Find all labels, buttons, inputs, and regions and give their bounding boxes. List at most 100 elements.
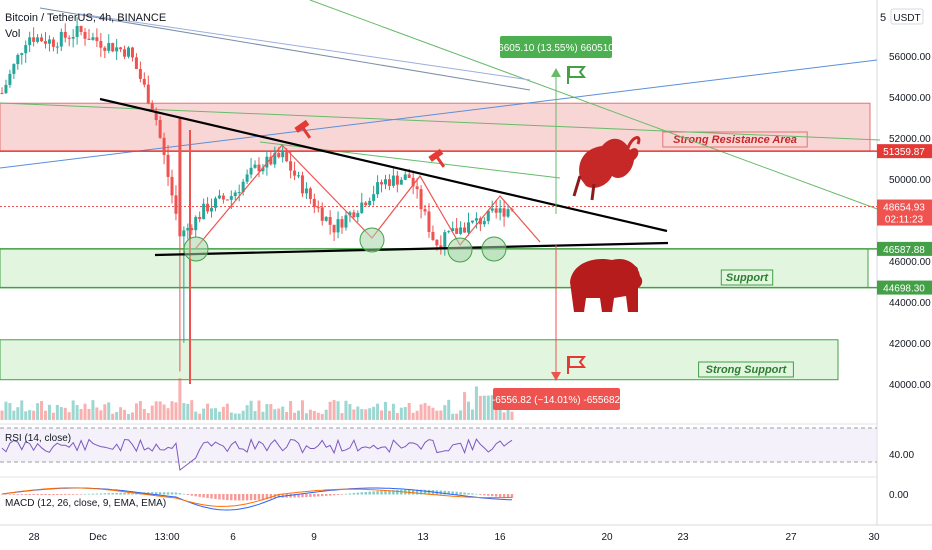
support-touch-circle-1[interactable] [359,227,385,253]
volume-bar [415,410,419,420]
macd-histogram-bar [79,494,83,495]
macd-histogram-bar [305,494,308,498]
candle [162,137,166,155]
support-touch-circle-2[interactable] [447,237,473,263]
macd-histogram-bar [12,494,16,495]
macd-histogram-bar [498,494,502,497]
volume-bar [194,411,198,420]
macd-histogram-bar [340,494,344,495]
macd-histogram-bar [423,489,427,495]
support-touch-circle-3[interactable] [481,236,507,262]
volume-bar [119,407,123,420]
candle [474,218,478,221]
macd-histogram-bar [348,493,352,495]
macd-histogram-bar [491,494,494,497]
volume-bar [71,400,75,420]
candle [182,230,186,237]
macd-histogram-bar [502,494,506,498]
macd-histogram-bar [190,494,193,496]
volume-bar [178,378,182,420]
macd-histogram-bar [119,492,122,495]
macd-histogram-bar [257,494,261,500]
candle [494,208,498,213]
macd-histogram-bar [131,492,134,495]
volume-bar [123,409,127,420]
candle [423,209,427,212]
candle [463,227,467,233]
volume-bar [293,412,297,420]
target-flag-up-icon [567,66,587,84]
candle [24,45,28,54]
zone-label-1: Support [726,272,769,284]
candle [470,220,474,223]
candle [107,43,111,51]
down-arrow-head [551,372,561,381]
candle [217,195,221,199]
volume-bar [158,401,162,420]
candle [360,202,364,214]
volume-bar [316,412,320,420]
macd-histogram-bar [178,493,182,495]
macd-histogram-bar [222,494,225,500]
volume-bar [253,411,257,420]
volume-bar [190,400,194,420]
macd-histogram-bar [443,490,446,495]
candle [289,161,293,171]
macd-histogram-bar [392,490,395,495]
candle [206,203,210,212]
candle [47,39,51,44]
currency-prefix: 5 [880,12,886,24]
macd-histogram-bar [40,494,43,496]
candle [482,221,486,225]
candle [202,203,206,220]
volume-bar [142,408,146,420]
macd-tick: 0.00 [889,490,909,501]
candle [277,152,281,158]
volume-bar [162,404,166,420]
zone-label-box-1 [720,269,774,286]
candle [229,196,233,200]
candle [154,111,158,121]
macd-histogram-bar [4,494,8,495]
candle [431,231,435,240]
support-touch-circle-0[interactable] [183,236,209,262]
macd-histogram-bar [16,494,20,495]
currency-badge[interactable] [890,8,924,25]
up-arrow-head [551,68,561,77]
macd-histogram-bar [158,492,162,495]
candle [158,120,162,138]
volume-bar [154,401,158,420]
macd-histogram-bar [494,494,498,497]
volume-bar [502,412,506,420]
volume-bar [435,410,439,420]
volume-bar [368,408,372,420]
macd-histogram-bar [127,492,130,495]
macd-label: MACD (12, 26, close, 9, EMA, EMA) [5,498,166,509]
rsi-line [1,438,513,471]
volume-bar [47,404,51,420]
price-badge-0 [877,144,932,159]
zone-0[interactable] [0,102,871,152]
zone-label-box-2 [698,361,794,378]
volume-bar [63,407,67,420]
macd-histogram-bar [384,490,387,495]
zone-2[interactable] [0,339,839,381]
price-tick: 40000.00 [889,380,931,391]
candle [233,192,237,197]
volume-bar [237,413,241,420]
up-projection-label: 6605.10 (13.55%) 660510 [498,43,614,54]
volume-bar [95,407,99,420]
volume-bar [111,413,115,420]
hammer-icon [294,119,312,139]
macd-histogram-bar [87,493,91,495]
macd-histogram-bar [427,489,431,495]
volume-bar [427,405,431,420]
volume-bar [478,395,482,420]
candle [134,57,138,70]
candle [391,175,395,186]
candle [427,211,431,232]
macd-histogram-bar [336,494,340,495]
candle [368,200,372,206]
candle [0,92,4,94]
